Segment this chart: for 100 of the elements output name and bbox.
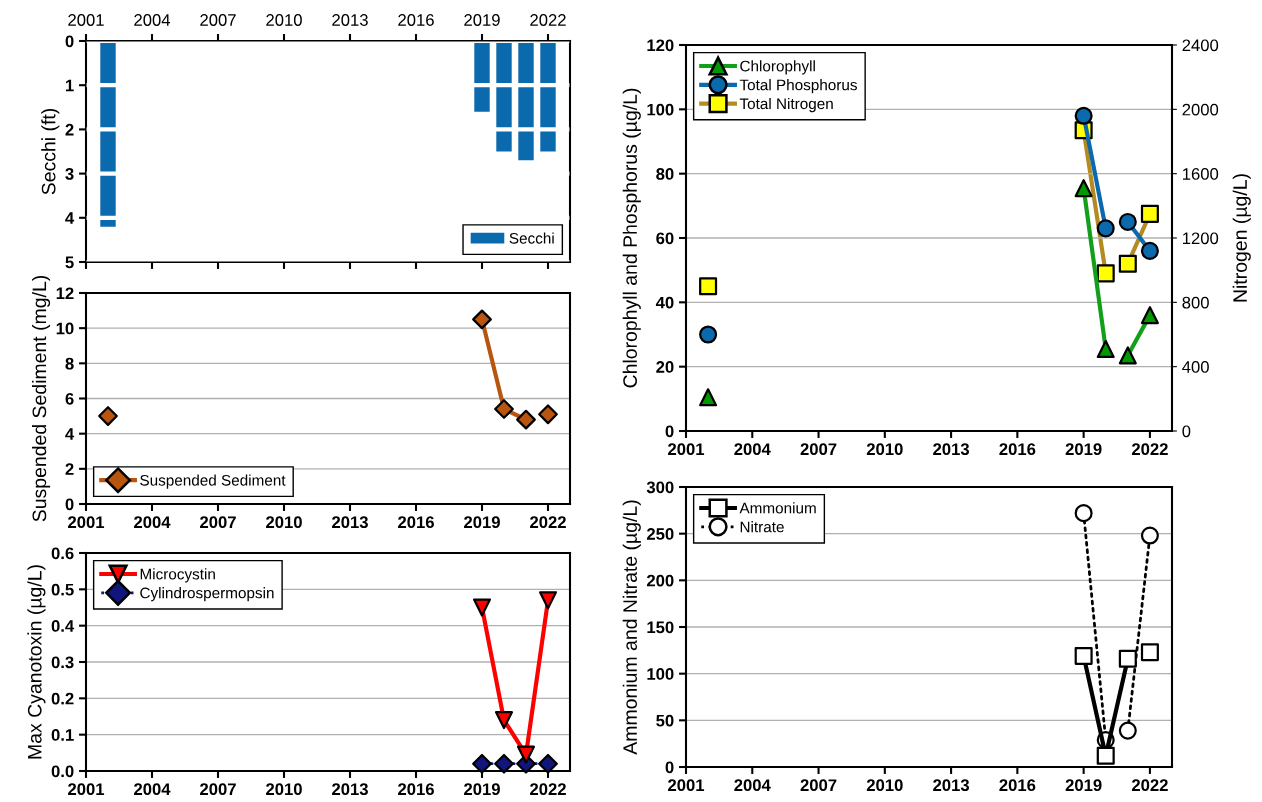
x-tick-label: 2001	[668, 443, 705, 456]
y-tick-label: 0.4	[51, 620, 75, 632]
y-tick-label: 20	[656, 361, 674, 373]
y-axis-title: Suspended Sediment (mg/L)	[31, 275, 51, 522]
x2-tick-label: 2016	[398, 14, 434, 26]
x-tick-label: 2019	[1065, 443, 1102, 456]
y-tick-label: 0.6	[51, 547, 74, 560]
bar	[518, 41, 534, 161]
y-tick-label: 4	[65, 428, 75, 440]
point	[516, 409, 536, 430]
point	[1140, 643, 1159, 662]
x-tick-label: 2019	[1065, 779, 1102, 792]
y2-tick-label: 1600	[1182, 168, 1219, 180]
x2-tick-label: 2001	[68, 14, 104, 26]
legend-label: Ammonium	[739, 502, 816, 514]
point	[1140, 204, 1159, 223]
y2-tick-label: 800	[1182, 296, 1209, 309]
point	[1096, 746, 1115, 765]
y-tick-label: 3	[65, 168, 74, 180]
point	[472, 753, 492, 774]
legend-label: Suspended Sediment	[140, 474, 286, 489]
y-tick-label: 0.1	[51, 729, 74, 741]
point	[1118, 649, 1137, 668]
y2-tick-label: 0	[1182, 425, 1191, 438]
y-tick-label: 0	[65, 498, 74, 511]
y-tick-label: 100	[647, 668, 674, 680]
y-tick-label: 2	[65, 463, 74, 475]
legend-label: Nitrate	[740, 521, 784, 533]
y-tick-label: 2	[65, 123, 74, 136]
x-tick-label: 2010	[866, 779, 903, 792]
legend-label: Total Nitrogen	[739, 97, 833, 113]
point	[538, 591, 558, 610]
y-axis-title: Secchi (ft)	[41, 108, 60, 195]
x-tick-label: 2022	[530, 783, 566, 796]
bar	[496, 41, 512, 152]
x-tick-label: 2022	[530, 516, 566, 529]
y-tick-label: 0	[65, 35, 74, 48]
y-tick-label: 12	[56, 287, 74, 300]
point	[1096, 264, 1115, 283]
point	[472, 309, 492, 330]
point	[1118, 254, 1137, 273]
y-tick-label: 100	[647, 103, 674, 116]
legend-label: Secchi	[509, 232, 554, 244]
y-tick-label: 40	[655, 296, 674, 309]
y-tick-label: 200	[646, 574, 674, 587]
y-axis-title: Chlorophyll and Phosphorus (µg/L)	[622, 88, 641, 388]
y-tick-label: 0.2	[51, 692, 74, 705]
point	[516, 745, 536, 764]
x-tick-label: 2019	[464, 516, 500, 529]
y-tick-label: 6	[65, 392, 74, 405]
y-tick-label: 8	[65, 357, 74, 370]
y-tick-label: 120	[647, 39, 674, 52]
y-axis-title: Max Cyanotoxin (µg/L)	[27, 565, 46, 759]
x-tick-label: 2013	[332, 516, 368, 529]
y2-tick-label: 2000	[1182, 103, 1219, 116]
x2-tick-label: 2010	[266, 14, 302, 26]
x-tick-label: 2001	[668, 779, 705, 792]
x-tick-label: 2004	[134, 783, 171, 796]
x-tick-label: 2004	[734, 443, 771, 456]
y-tick-label: 50	[656, 714, 674, 727]
x-tick-label: 2019	[464, 783, 500, 796]
x-tick-label: 2016	[398, 783, 434, 796]
x2-tick-label: 2013	[332, 14, 368, 26]
y2-tick-label: 400	[1182, 361, 1209, 373]
y-tick-label: 80	[656, 168, 674, 180]
x-tick-label: 2013	[332, 783, 368, 796]
x-tick-label: 2013	[933, 779, 970, 792]
point	[494, 711, 514, 730]
x-tick-label: 2007	[200, 783, 236, 796]
legend-label: Total Phosphorus	[739, 79, 857, 94]
legend-label: Cylindrospermopsin	[140, 587, 274, 602]
x-tick-label: 2007	[200, 516, 236, 529]
y-tick-label: 10	[56, 322, 74, 335]
y-tick-label: 150	[647, 621, 674, 634]
y-tick-label: 0	[665, 761, 674, 774]
x-tick-label: 2007	[800, 443, 837, 456]
x-tick-label: 2016	[999, 779, 1036, 792]
point	[1074, 179, 1093, 198]
point	[538, 753, 558, 774]
y-tick-label: 250	[646, 528, 674, 540]
y2-tick-label: 2400	[1182, 39, 1219, 52]
x-tick-label: 2010	[866, 443, 903, 456]
point	[98, 406, 118, 426]
x-tick-label: 2022	[1131, 443, 1168, 456]
x-tick-label: 2001	[68, 516, 105, 529]
x-tick-label: 2013	[933, 443, 970, 456]
y-tick-label: 0.5	[51, 583, 74, 596]
x-tick-label: 2010	[266, 783, 302, 796]
x-tick-label: 2004	[134, 516, 171, 529]
bar	[100, 41, 116, 227]
point	[494, 753, 514, 774]
x2-tick-label: 2004	[134, 14, 171, 26]
y2-axis-title: Nitrogen (µg/L)	[1232, 174, 1251, 302]
point	[699, 388, 718, 407]
point	[538, 404, 558, 425]
x2-tick-label: 2022	[530, 14, 566, 26]
x2-tick-label: 2007	[200, 14, 236, 26]
y-tick-label: 60	[656, 232, 674, 245]
x2-tick-label: 2019	[464, 14, 500, 26]
x-tick-label: 2016	[398, 516, 434, 529]
